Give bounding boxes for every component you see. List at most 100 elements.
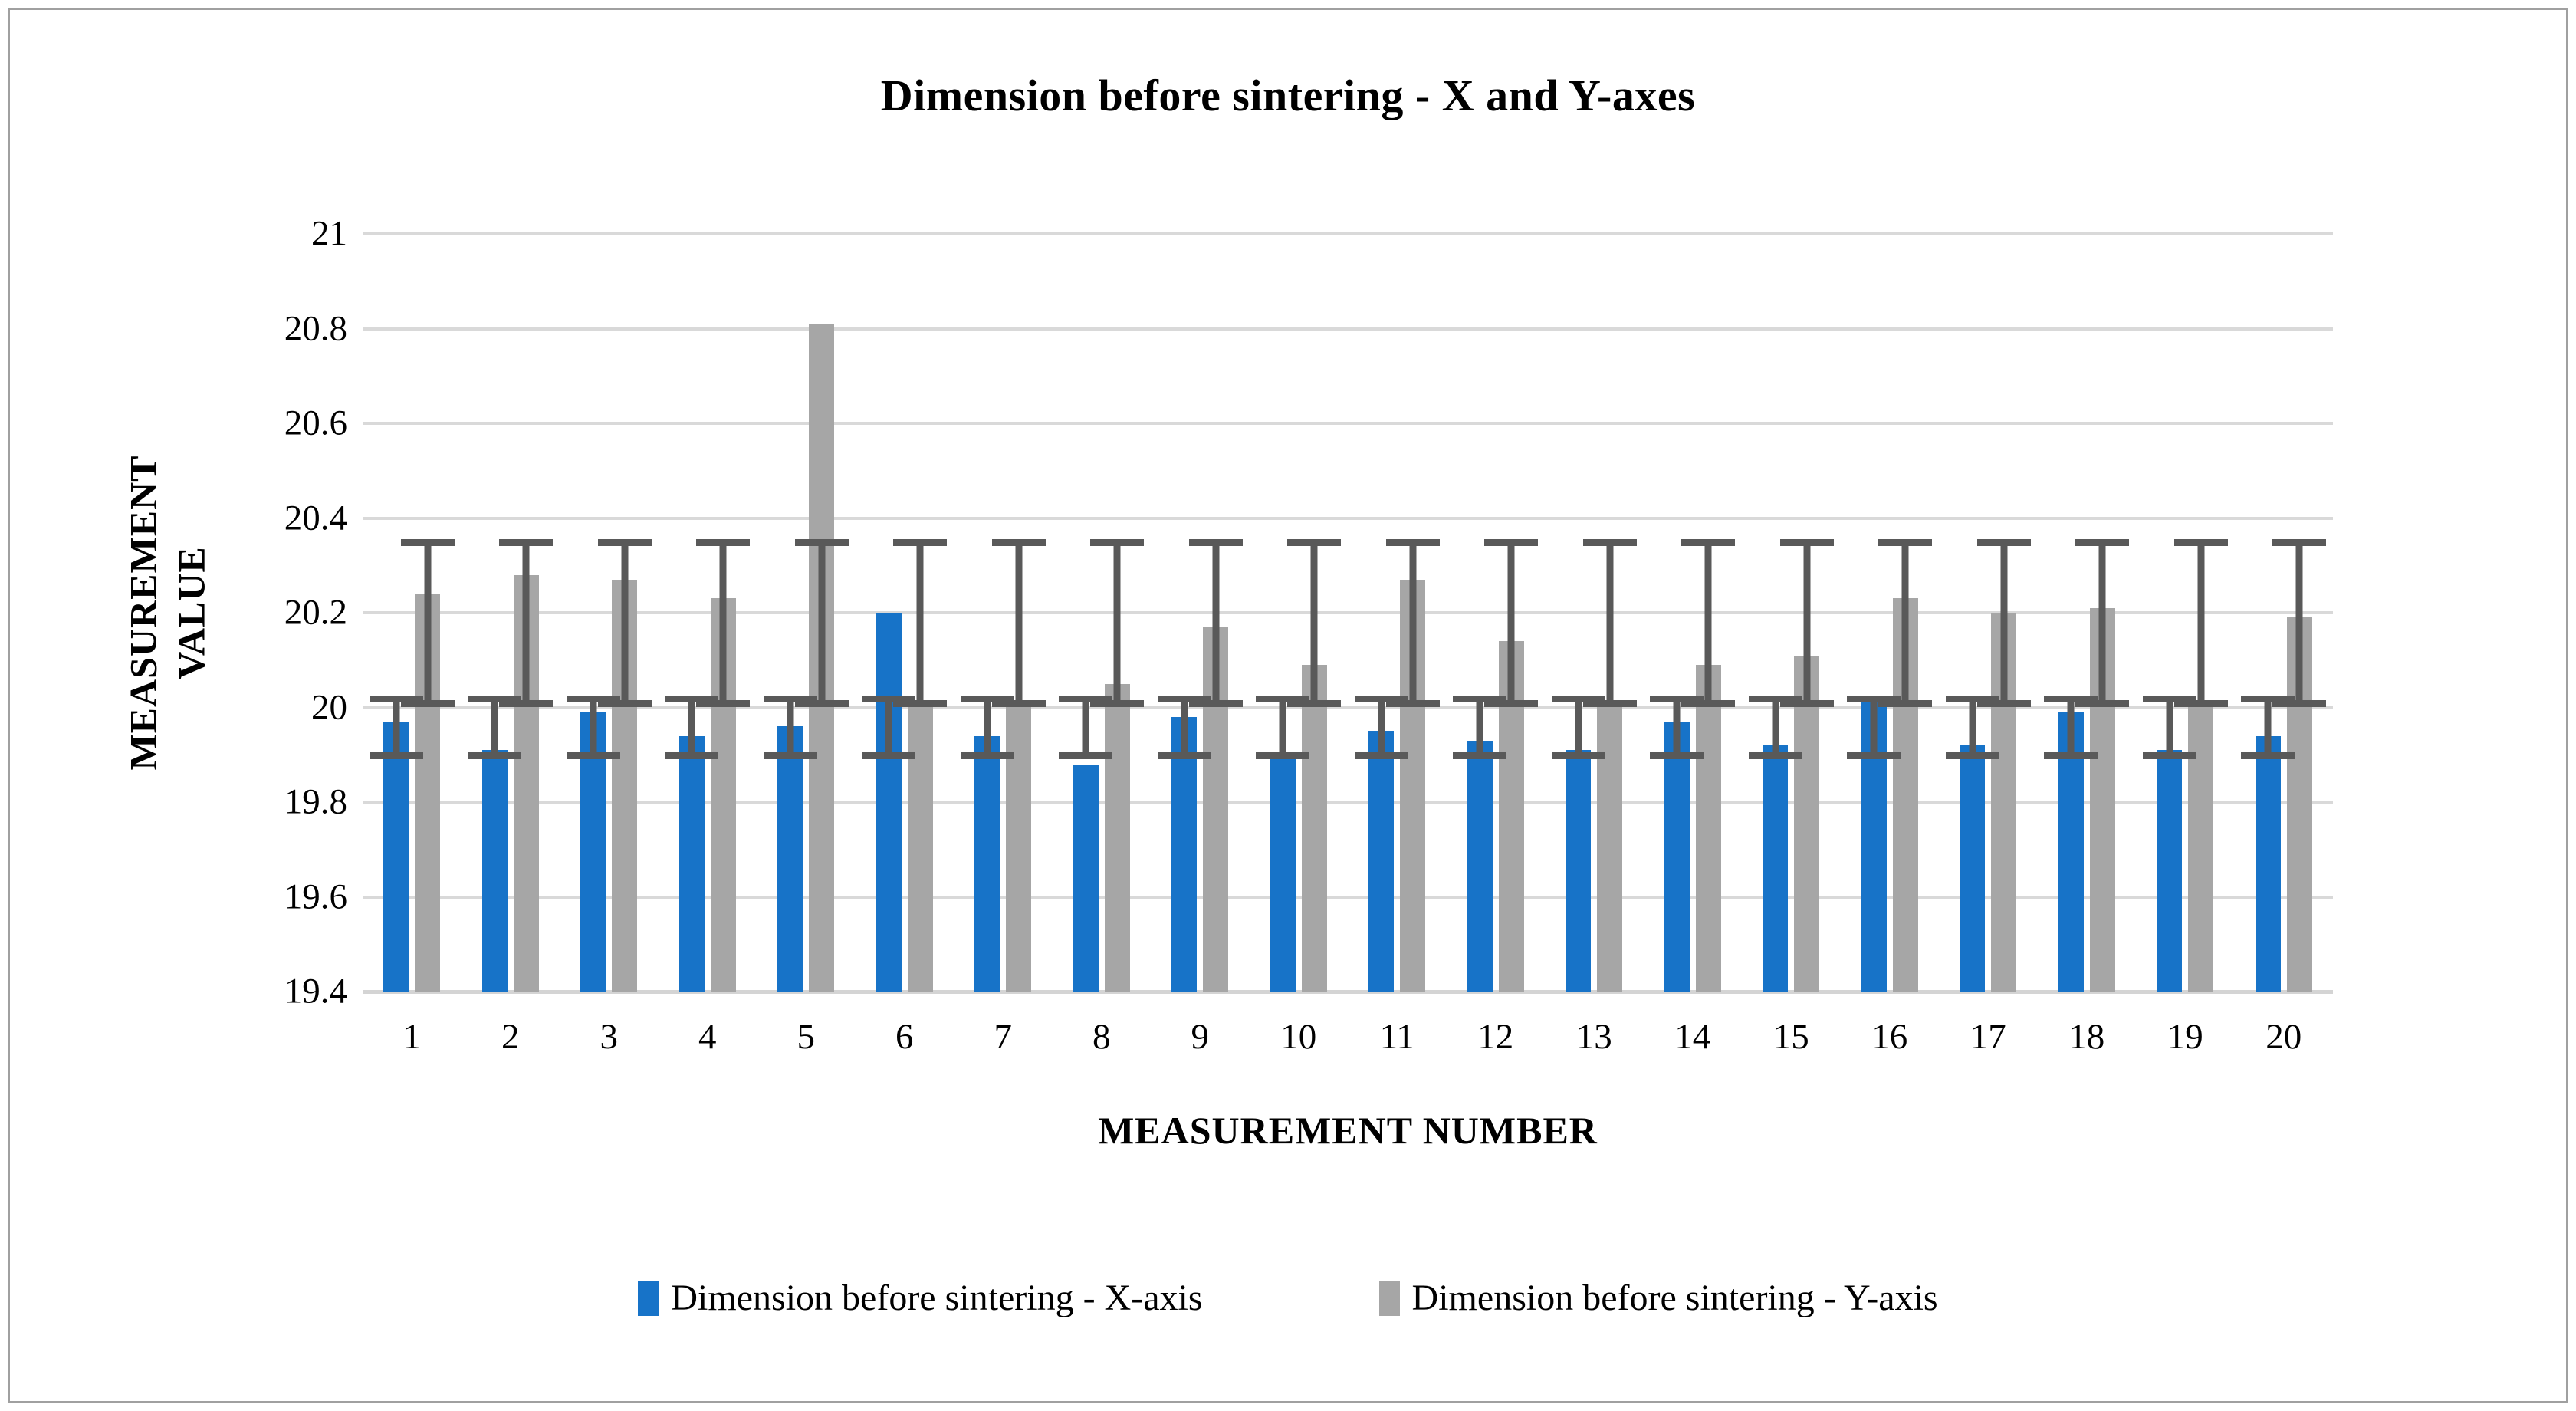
bar-group-20	[2235, 234, 2334, 992]
error-bar-cap-bot	[1385, 700, 1440, 708]
bar-y-axis-8	[1104, 683, 1130, 992]
error-bar-cap-bot	[1976, 700, 2031, 708]
error-bar-y-axis-12	[1484, 539, 1539, 708]
error-bar-y-axis-9	[1188, 539, 1243, 708]
error-bar-stem	[1870, 696, 1878, 760]
error-bar-x-axis-4	[665, 696, 719, 760]
error-bar-cap-bot	[893, 700, 948, 708]
error-bar-stem	[1378, 696, 1385, 760]
error-bar-stem	[1476, 696, 1484, 760]
error-bar-x-axis-13	[1551, 696, 1605, 760]
error-bar-x-axis-14	[1650, 696, 1704, 760]
error-bar-cap-bot	[1748, 752, 1802, 760]
error-bar-stem	[522, 539, 530, 708]
error-bar-x-axis-17	[1945, 696, 1999, 760]
legend-item-y-axis: Dimension before sintering - Y-axis	[1378, 1277, 1938, 1319]
bar-group-15	[1742, 234, 1841, 992]
error-bar-cap-bot	[1878, 700, 1933, 708]
error-bar-cap-bot	[1582, 700, 1637, 708]
x-axis-tick-labels: 1 2 3 4 5 6 7 8 9 10 11 12 13 14 15 16 17 18 19 20	[363, 1016, 2333, 1057]
y-tick-label: 19.6	[284, 877, 347, 916]
gridline	[363, 706, 2333, 709]
error-bar-cap-bot	[794, 700, 849, 708]
error-bar-stem	[2067, 696, 2075, 760]
error-bar-x-axis-20	[2241, 696, 2295, 760]
error-bar-cap-bot	[763, 752, 817, 760]
error-bar-stem	[1969, 696, 1976, 760]
error-bar-y-axis-7	[991, 539, 1046, 708]
error-bar-stem	[2000, 539, 2008, 708]
bar-x-axis-7	[974, 735, 1001, 992]
x-tick-label-1: 1	[402, 1017, 422, 1057]
legend-swatch-icon	[1378, 1280, 1400, 1316]
y-tick-label: 19.4	[284, 971, 347, 1011]
gridline	[363, 895, 2333, 899]
error-bar-cap-bot	[400, 700, 455, 708]
bar-x-axis-9	[1171, 716, 1198, 992]
error-bar-y-axis-11	[1385, 539, 1440, 708]
x-axis-line	[363, 990, 2333, 994]
bar-x-axis-20	[2255, 735, 2281, 992]
y-tick-label: 20	[311, 687, 347, 727]
error-bar-cap-bot	[1484, 700, 1539, 708]
plot-area	[363, 232, 2334, 994]
error-bar-cap-bot	[1453, 752, 1507, 760]
error-bar-stem	[1212, 539, 1220, 708]
bar-x-axis-19	[2157, 750, 2183, 992]
error-bar-stem	[1673, 696, 1681, 760]
error-bar-cap-bot	[597, 700, 652, 708]
legend-label: Dimension before sintering - Y-axis	[1411, 1278, 1938, 1318]
bar-group-12	[1447, 234, 1546, 992]
error-bar-cap-bot	[1188, 700, 1243, 708]
x-tick-label-4: 4	[698, 1017, 717, 1057]
error-bar-stem	[1181, 696, 1188, 760]
y-tick-label: 20.4	[284, 498, 347, 538]
error-bar-stem	[1015, 539, 1023, 708]
bar-x-axis-2	[481, 750, 508, 992]
error-bar-stem	[1409, 539, 1417, 708]
error-bar-cap-bot	[1681, 700, 1736, 708]
x-tick-label-10: 10	[1280, 1017, 1317, 1057]
error-bar-cap-bot	[1551, 752, 1605, 760]
error-bar-cap-bot	[696, 700, 751, 708]
chart-figure: Dimension before sintering - X and Y-axe…	[8, 8, 2568, 1403]
x-axis-title: MEASUREMENT NUMBER	[1098, 1109, 1598, 1152]
error-bar-cap-bot	[1650, 752, 1704, 760]
bar-x-axis-17	[1960, 745, 1986, 992]
bar-x-axis-4	[678, 735, 705, 992]
error-bar-cap-bot	[960, 752, 1014, 760]
bar-group-3	[560, 234, 659, 992]
error-bar-y-axis-2	[499, 539, 554, 708]
gridline	[363, 516, 2333, 520]
bar-group-8	[1053, 234, 1152, 992]
error-bar-y-axis-5	[794, 539, 849, 708]
bar-group-6	[856, 234, 955, 992]
error-bar-cap-bot	[2044, 752, 2098, 760]
error-bar-cap-bot	[2272, 700, 2327, 708]
x-tick-label-7: 7	[994, 1017, 1013, 1057]
error-bar-y-axis-20	[2272, 539, 2327, 708]
bar-x-axis-13	[1566, 750, 1592, 992]
error-bar-y-axis-6	[893, 539, 948, 708]
error-bar-y-axis-18	[2075, 539, 2130, 708]
y-axis-tick-labels: 21 20.8 20.6 20.4 20.2 20 19.8 19.6 19.4	[10, 215, 347, 1009]
error-bar-stem	[984, 696, 991, 760]
legend-swatch-icon	[638, 1280, 659, 1316]
error-bar-cap-bot	[2174, 700, 2228, 708]
error-bar-stem	[2295, 539, 2303, 708]
error-bar-cap-bot	[2075, 700, 2130, 708]
x-tick-label-2: 2	[501, 1017, 520, 1057]
bar-y-axis-19	[2188, 702, 2214, 992]
x-tick-label-9: 9	[1191, 1017, 1210, 1057]
x-tick-label-18: 18	[2068, 1017, 2105, 1057]
x-tick-label-14: 14	[1674, 1017, 1711, 1057]
error-bar-cap-bot	[665, 752, 719, 760]
error-bar-x-axis-1	[369, 696, 423, 760]
bar-x-axis-15	[1763, 745, 1789, 992]
x-tick-label-13: 13	[1576, 1017, 1612, 1057]
error-bar-stem	[2197, 539, 2205, 708]
bar-x-axis-14	[1664, 722, 1690, 992]
bar-group-10	[1250, 234, 1349, 992]
error-bar-cap-bot	[1090, 700, 1145, 708]
error-bar-x-axis-19	[2142, 696, 2196, 760]
